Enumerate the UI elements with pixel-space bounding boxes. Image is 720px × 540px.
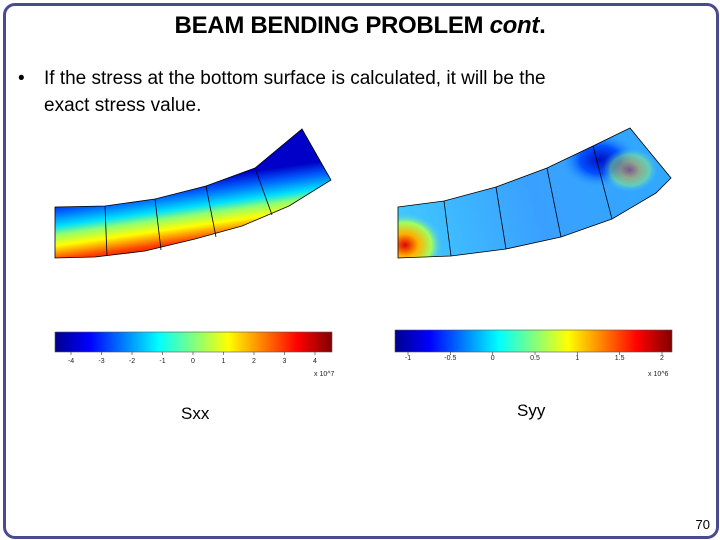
syy-tick-label: -0.5 <box>444 355 456 362</box>
sxx-colorbar-ticks: -4 -3 -2 -1 0 1 2 3 4 <box>68 352 317 365</box>
bullet-text-line1: If the stress at the bottom surface is c… <box>44 68 546 89</box>
page-number: 70 <box>695 517 710 532</box>
slide-frame <box>3 3 719 539</box>
sxx-tick-label: 1 <box>222 358 226 365</box>
sxx-tick-label: 2 <box>252 358 256 365</box>
syy-tick-label: 1.5 <box>615 355 625 362</box>
bullet-text-line2: exact stress value. <box>44 95 202 116</box>
sxx-tick-label: 4 <box>313 358 317 365</box>
sxx-exponent-label: x 10^7 <box>314 371 335 378</box>
syy-contour-plot <box>397 127 672 259</box>
syy-tick-label: 1 <box>575 355 579 362</box>
caption-syy: Syy <box>517 401 546 420</box>
sxx-colorbar <box>54 331 333 353</box>
sxx-tick-label: -4 <box>68 358 74 365</box>
title-dot: . <box>539 12 546 39</box>
sxx-tick-label: -2 <box>129 358 135 365</box>
syy-colorbar-ticks: -1 -0.5 0 0.5 1 1.5 2 <box>405 352 664 362</box>
title-main: BEAM BENDING PROBLEM <box>174 12 484 39</box>
syy-tick-label: 0.5 <box>530 355 540 362</box>
sxx-contour-plot <box>54 128 332 259</box>
sxx-tick-label: -3 <box>98 358 104 365</box>
sxx-tick-label: 0 <box>191 358 195 365</box>
syy-beam-shape <box>397 127 672 259</box>
syy-colorbar <box>394 329 673 353</box>
title-italic: cont <box>489 12 540 39</box>
sxx-element-lines <box>104 167 273 257</box>
sxx-tick-label: 3 <box>283 358 287 365</box>
bullet-icon: • <box>18 68 25 89</box>
syy-element-lines <box>443 145 613 257</box>
sxx-beam-shape <box>54 128 332 259</box>
sxx-tick-label: -1 <box>159 358 165 365</box>
slide-title: BEAM BENDING PROBLEM cont. <box>0 12 720 40</box>
syy-tick-label: 2 <box>660 355 664 362</box>
syy-tick-label: 0 <box>491 355 495 362</box>
syy-tick-label: -1 <box>405 355 411 362</box>
syy-exponent-label: x 10^6 <box>648 371 669 378</box>
caption-sxx: Sxx <box>181 404 210 423</box>
